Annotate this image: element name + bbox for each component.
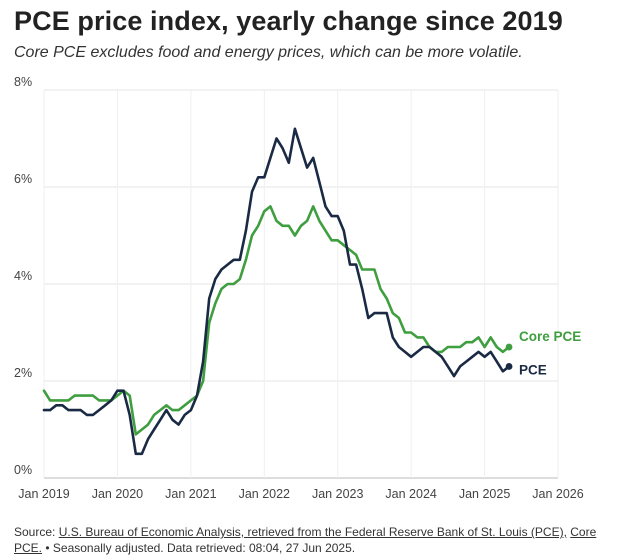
x-tick-label: Jan 2023 xyxy=(312,487,363,501)
y-tick-label: 0% xyxy=(14,463,32,477)
y-tick-label: 8% xyxy=(14,75,32,89)
x-tick-label: Jan 2020 xyxy=(92,487,143,501)
x-tick-label: Jan 2024 xyxy=(385,487,436,501)
series-end-label: PCE xyxy=(519,362,547,377)
line-chart: 0% 2% 4% 6% 8% Jan 2019 Jan 2020 Jan 2021 Jan 20… xyxy=(14,75,584,501)
series-end-label: Core PCE xyxy=(519,329,581,344)
x-tick-label: Jan 2026 xyxy=(532,487,583,501)
source-link[interactable]: U.S. Bureau of Economic Analysis, retrie… xyxy=(58,525,567,539)
source-footer: Source: U.S. Bureau of Economic Analysis… xyxy=(14,524,620,556)
chart-subtitle: Core PCE excludes food and energy prices… xyxy=(14,44,523,61)
source-label: Source: xyxy=(14,525,56,539)
y-tick-label: 2% xyxy=(14,366,32,380)
grid-layer xyxy=(43,89,559,479)
series-end-point xyxy=(505,343,513,351)
x-tick-label: Jan 2021 xyxy=(165,487,216,501)
series-line-pce xyxy=(42,127,511,456)
y-tick-label: 4% xyxy=(14,269,32,283)
y-tick-label: 6% xyxy=(14,172,32,186)
label-layer: Core PCE PCE xyxy=(519,329,581,377)
axis-layer: 0% 2% 4% 6% 8% Jan 2019 Jan 2020 Jan 2021 Jan 20… xyxy=(14,75,584,501)
x-tick-label: Jan 2022 xyxy=(239,487,290,501)
x-tick-label: Jan 2019 xyxy=(18,487,69,501)
core-pce-link[interactable]: Core PCE. xyxy=(14,525,597,555)
series-end-point xyxy=(505,363,513,370)
x-tick-label: Jan 2025 xyxy=(459,487,510,501)
series-line-core-pce xyxy=(42,205,511,436)
series-layer xyxy=(42,127,513,456)
footer-note: • Seasonally adjusted. Data retrieved: 0… xyxy=(45,541,356,555)
chart-title: PCE price index, yearly change since 201… xyxy=(14,6,563,36)
